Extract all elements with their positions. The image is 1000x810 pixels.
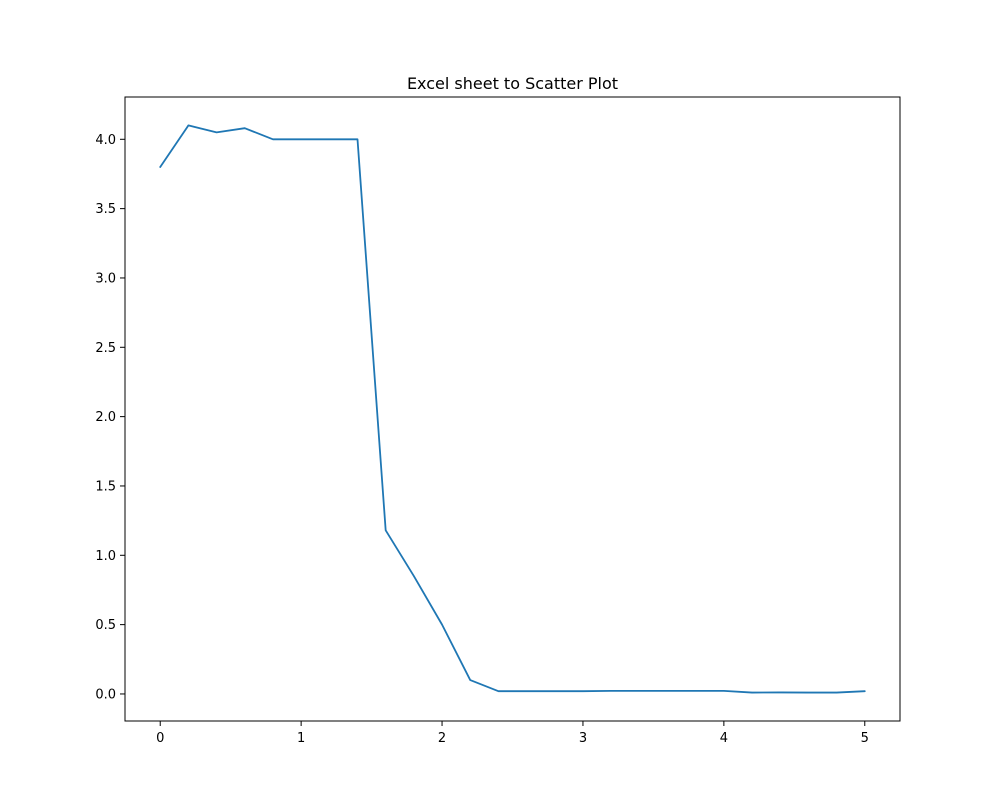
axes-frame: [124, 96, 901, 722]
y-tick-label: 1.5: [95, 479, 116, 494]
y-tick-label: 3.0: [95, 271, 116, 286]
y-tick-label: 2.5: [95, 341, 116, 356]
x-tick-label: 0: [156, 731, 164, 746]
x-tick-label: 3: [579, 731, 587, 746]
x-tick-label: 4: [720, 731, 728, 746]
y-tick-label: 1.0: [95, 549, 116, 564]
x-tick-label: 5: [861, 731, 869, 746]
x-tick-label: 1: [297, 731, 305, 746]
y-tick-label: 0.5: [95, 618, 116, 633]
y-tick-label: 0.0: [95, 687, 116, 702]
series-line: [159, 124, 866, 694]
y-tick-label: 2.0: [95, 410, 116, 425]
y-tick-label: 3.5: [95, 202, 116, 217]
chart-title: Excel sheet to Scatter Plot: [407, 74, 618, 93]
y-tick-label: 4.0: [95, 133, 116, 148]
x-tick-label: 2: [438, 731, 446, 746]
plot-area: 0 1 2 3 4 5 0.0 0.5 1.0 1.5 2.0 2.5 3.0 3.5 4.0: [95, 124, 869, 746]
